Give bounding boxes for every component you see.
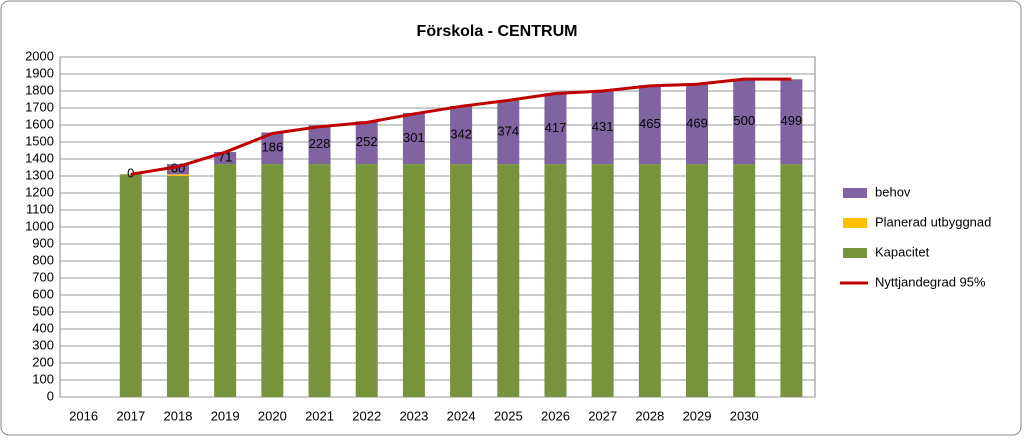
chart-title: Förskola - CENTRUM (417, 23, 578, 40)
data-label: 500 (733, 113, 755, 128)
y-tick-label: 1300 (25, 167, 54, 182)
data-label: 465 (639, 116, 661, 131)
y-tick-label: 200 (32, 354, 54, 369)
y-tick-label: 0 (47, 388, 54, 403)
data-label: 301 (403, 130, 425, 145)
bar-segment (780, 79, 803, 165)
bar-segment (166, 164, 189, 175)
x-tick-label: 2019 (211, 408, 240, 423)
bar-segment (355, 121, 378, 165)
y-tick-label: 700 (32, 269, 54, 284)
x-tick-label: 2016 (69, 408, 98, 423)
x-tick-label: 2020 (258, 408, 287, 423)
y-tick-label: 1700 (25, 99, 54, 114)
bar-segment (214, 164, 237, 397)
bar-segment (402, 164, 425, 397)
y-tick-label: 1000 (25, 218, 54, 233)
bar-segment (780, 164, 803, 397)
x-tick-label: 2027 (588, 408, 617, 423)
y-tick-label: 1500 (25, 133, 54, 148)
data-label: 374 (497, 124, 519, 139)
x-tick-label: 2029 (683, 408, 712, 423)
y-tick-label: 300 (32, 337, 54, 352)
legend-label: Planerad utbyggnad (875, 214, 991, 229)
y-tick-label: 800 (32, 252, 54, 267)
bar-segment (261, 164, 284, 397)
bar-segment (686, 164, 709, 397)
x-tick-label: 2026 (541, 408, 570, 423)
bar-segment (638, 85, 661, 165)
legend-swatch (843, 248, 867, 258)
y-tick-label: 1200 (25, 184, 54, 199)
x-tick-label: 2028 (635, 408, 664, 423)
data-label: 186 (261, 140, 283, 155)
y-tick-label: 600 (32, 286, 54, 301)
y-tick-label: 2000 (25, 48, 54, 63)
data-label: 417 (545, 120, 567, 135)
data-label: 469 (686, 116, 708, 131)
bar-segment (638, 164, 661, 397)
bar-segment (591, 164, 614, 397)
y-tick-label: 500 (32, 303, 54, 318)
y-tick-label: 1100 (26, 201, 54, 216)
x-tick-label: 2030 (730, 408, 759, 423)
y-tick-label: 100 (32, 371, 54, 386)
bar-segment (733, 164, 756, 397)
legend-swatch (843, 188, 867, 198)
data-label: 252 (356, 134, 378, 149)
data-label: 342 (450, 126, 472, 141)
bar-segment (119, 174, 142, 397)
bar-segment (261, 132, 284, 165)
y-tick-label: 1600 (25, 116, 54, 131)
bar-segment (591, 90, 614, 165)
x-tick-label: 2021 (305, 408, 334, 423)
legend-label: behov (875, 184, 911, 199)
bar-segment (166, 176, 189, 397)
y-tick-label: 1900 (25, 65, 54, 80)
x-tick-label: 2017 (116, 408, 145, 423)
line-series (130, 77, 792, 176)
bar-segment (450, 105, 473, 165)
legend-label: Nyttjandegrad 95% (875, 274, 986, 289)
y-tick-label: 1800 (25, 82, 54, 97)
bar-segment (686, 84, 709, 165)
bar-segment (308, 125, 331, 165)
data-label: 431 (592, 119, 614, 134)
bar-segment (402, 112, 425, 165)
x-tick-label: 2018 (164, 408, 193, 423)
y-tick-label: 900 (32, 235, 54, 250)
bar-segment (733, 79, 756, 165)
bar-segment (544, 164, 567, 397)
y-tick-label: 400 (32, 320, 54, 335)
bar-segment (166, 174, 189, 176)
x-tick-label: 2024 (447, 408, 476, 423)
x-tick-label: 2025 (494, 408, 523, 423)
bar-segment (308, 164, 331, 397)
legend-label: Kapacitet (875, 244, 930, 259)
bar-segment (544, 93, 567, 165)
data-label: 499 (781, 113, 803, 128)
bar-segment (497, 164, 520, 397)
bar-segment (355, 164, 378, 397)
x-tick-label: 2023 (399, 408, 428, 423)
x-tick-label: 2022 (352, 408, 381, 423)
legend-swatch (843, 218, 867, 228)
bar-segment (450, 164, 473, 397)
bar-segment (497, 100, 520, 165)
data-label: 228 (309, 136, 331, 151)
y-tick-label: 1400 (25, 150, 54, 165)
